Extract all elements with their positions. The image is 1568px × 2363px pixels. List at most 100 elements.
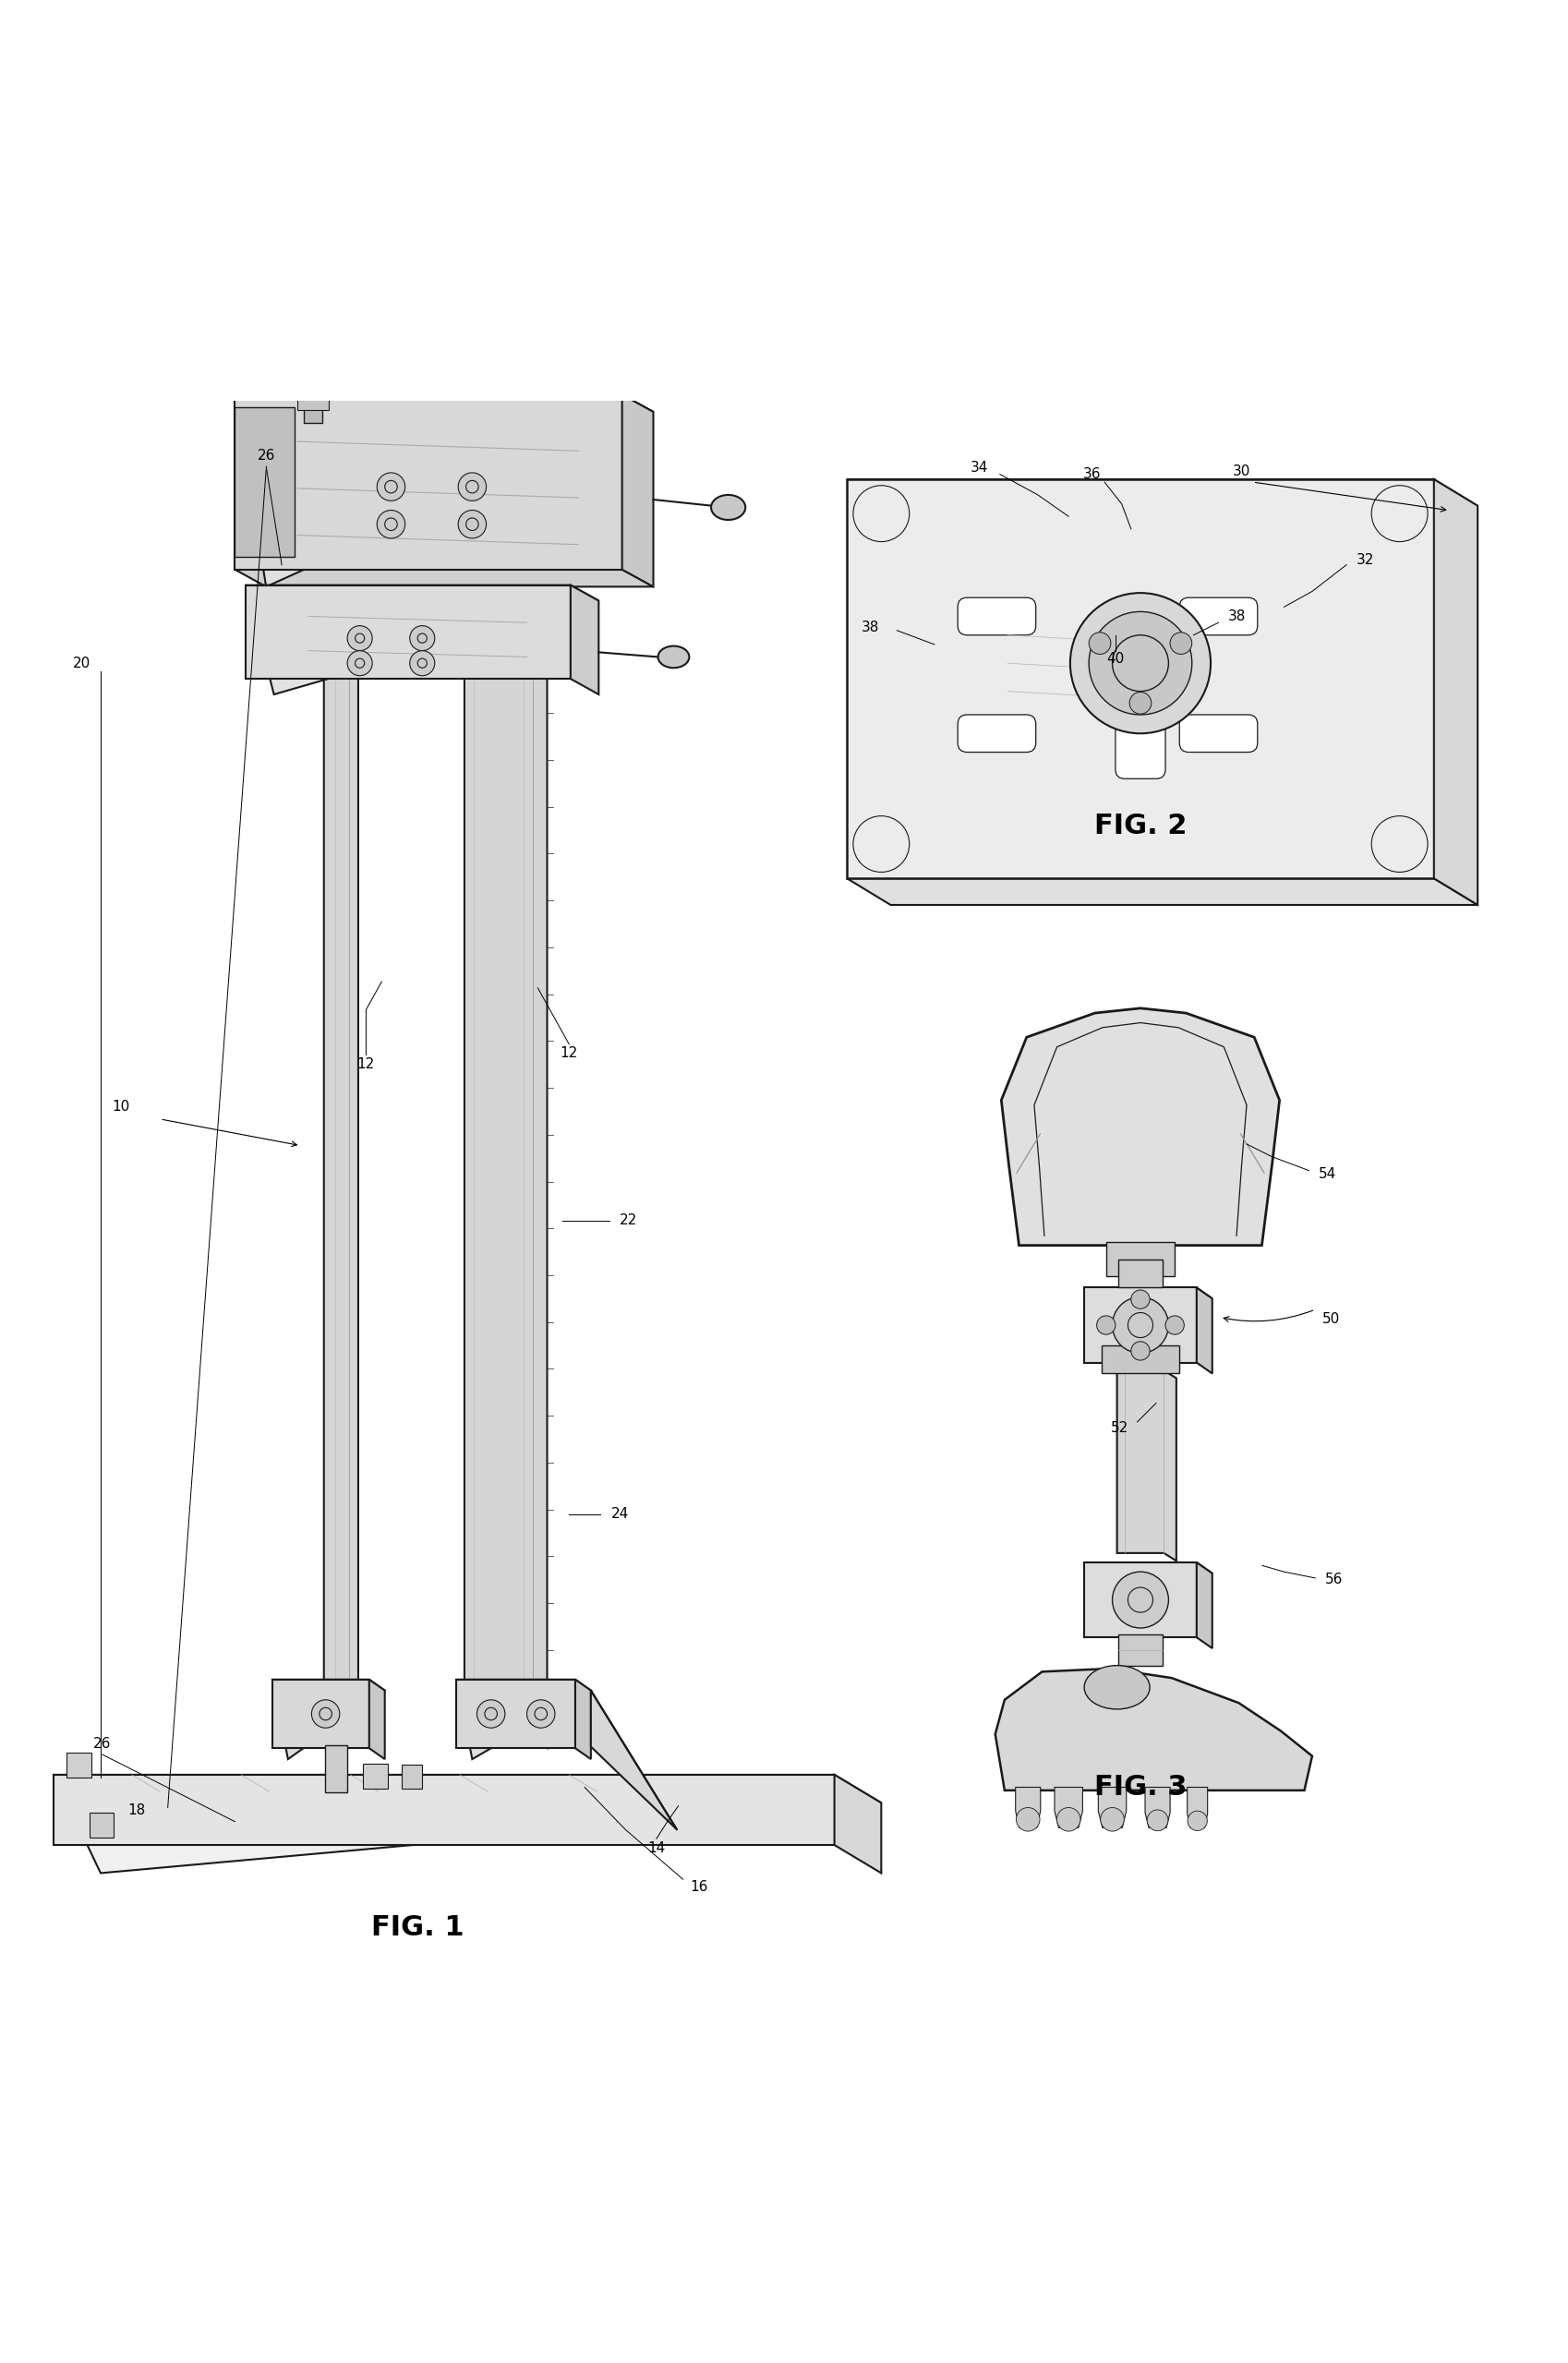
Circle shape — [1112, 1571, 1168, 1628]
Circle shape — [458, 510, 486, 539]
Circle shape — [347, 626, 372, 650]
Text: 26: 26 — [93, 1737, 111, 1751]
Circle shape — [1165, 1316, 1184, 1335]
Text: 12: 12 — [358, 1059, 375, 1070]
Polygon shape — [1083, 1288, 1212, 1300]
Polygon shape — [1433, 480, 1477, 905]
Text: 38: 38 — [861, 621, 878, 633]
Bar — [289, 338, 365, 395]
Polygon shape — [273, 1680, 384, 1758]
Polygon shape — [1098, 1786, 1126, 1829]
Polygon shape — [246, 586, 571, 678]
Text: 24: 24 — [612, 1508, 629, 1522]
Polygon shape — [834, 1775, 881, 1874]
Bar — [89, 1812, 113, 1836]
Polygon shape — [273, 1680, 368, 1749]
Circle shape — [1187, 1810, 1206, 1831]
Text: 30: 30 — [1232, 463, 1250, 477]
Polygon shape — [53, 1775, 881, 1874]
Text: FIG. 1: FIG. 1 — [372, 1914, 464, 1940]
Text: 12: 12 — [560, 1047, 577, 1061]
Text: 22: 22 — [619, 1215, 637, 1226]
Polygon shape — [235, 395, 652, 586]
Bar — [401, 1765, 422, 1789]
Text: 40: 40 — [1105, 652, 1124, 666]
Polygon shape — [591, 1690, 676, 1829]
Polygon shape — [323, 510, 358, 1746]
Text: FIG. 3: FIG. 3 — [1093, 1775, 1185, 1801]
Polygon shape — [847, 480, 1477, 506]
Bar — [298, 392, 328, 411]
Text: 56: 56 — [1325, 1574, 1342, 1586]
Ellipse shape — [657, 645, 688, 669]
Text: 50: 50 — [1322, 1311, 1339, 1326]
Polygon shape — [847, 879, 1477, 905]
Text: 16: 16 — [690, 1881, 707, 1895]
Polygon shape — [622, 395, 652, 586]
Circle shape — [1088, 633, 1110, 655]
Polygon shape — [246, 586, 599, 695]
Ellipse shape — [710, 494, 745, 520]
Text: 10: 10 — [111, 1099, 130, 1113]
Circle shape — [1057, 1808, 1080, 1831]
Circle shape — [1099, 1808, 1123, 1831]
Polygon shape — [575, 1680, 591, 1758]
Text: 18: 18 — [127, 1803, 146, 1817]
Circle shape — [312, 1699, 339, 1727]
Polygon shape — [1196, 1288, 1212, 1373]
Polygon shape — [994, 1668, 1311, 1791]
Bar — [362, 1763, 387, 1789]
Circle shape — [477, 1699, 505, 1727]
Polygon shape — [1196, 1562, 1212, 1649]
Circle shape — [527, 1699, 555, 1727]
Text: 14: 14 — [648, 1841, 665, 1855]
Polygon shape — [1083, 1562, 1212, 1574]
Polygon shape — [368, 1680, 384, 1758]
Circle shape — [376, 510, 405, 539]
FancyBboxPatch shape — [1179, 598, 1258, 636]
Circle shape — [1131, 1290, 1149, 1309]
Text: 52: 52 — [1110, 1420, 1129, 1434]
Circle shape — [376, 473, 405, 501]
Polygon shape — [1014, 1786, 1040, 1829]
Bar — [66, 1753, 91, 1777]
Circle shape — [347, 650, 372, 676]
Bar — [296, 343, 358, 388]
Circle shape — [1096, 1316, 1115, 1335]
FancyBboxPatch shape — [956, 714, 1035, 751]
Circle shape — [1069, 593, 1210, 733]
Polygon shape — [1083, 1562, 1196, 1638]
Circle shape — [409, 626, 434, 650]
Bar — [304, 392, 321, 423]
Text: 26: 26 — [257, 449, 274, 463]
Text: FIG. 2: FIG. 2 — [1093, 813, 1185, 839]
Polygon shape — [1116, 1371, 1176, 1562]
Circle shape — [1131, 1342, 1149, 1361]
Circle shape — [1170, 633, 1192, 655]
Polygon shape — [53, 1775, 834, 1846]
Polygon shape — [1187, 1786, 1207, 1829]
Bar — [1101, 1345, 1179, 1373]
Circle shape — [1146, 1810, 1168, 1831]
Polygon shape — [1054, 1786, 1082, 1829]
FancyBboxPatch shape — [956, 598, 1035, 636]
Polygon shape — [571, 586, 599, 695]
Polygon shape — [235, 569, 652, 586]
Circle shape — [1112, 1297, 1168, 1354]
Text: 36: 36 — [1082, 468, 1101, 482]
Bar — [1118, 1635, 1162, 1666]
Text: 38: 38 — [1228, 610, 1245, 624]
Circle shape — [1016, 1808, 1040, 1831]
Polygon shape — [847, 480, 1433, 879]
Text: 54: 54 — [1319, 1167, 1336, 1182]
Polygon shape — [456, 1680, 575, 1749]
Polygon shape — [464, 510, 547, 1749]
Text: 32: 32 — [1355, 553, 1374, 567]
Text: 20: 20 — [74, 657, 91, 671]
Bar — [325, 1746, 347, 1791]
Text: 34: 34 — [971, 461, 988, 475]
Bar — [1105, 1243, 1174, 1276]
Polygon shape — [235, 406, 295, 558]
Circle shape — [409, 650, 434, 676]
Circle shape — [1088, 612, 1192, 714]
